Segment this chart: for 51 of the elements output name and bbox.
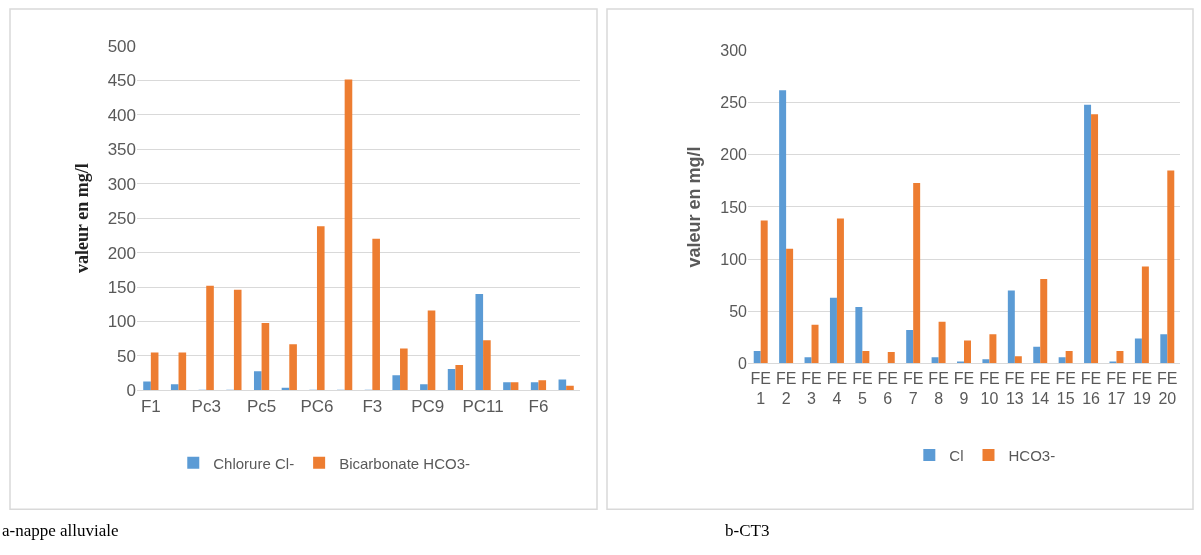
- x-tick-label: F1: [140, 396, 161, 416]
- text: a-nappe alluviale: [2, 521, 119, 540]
- y-tick-label: 100: [107, 312, 136, 332]
- legend-label: Bicarbonate HCO3-: [339, 454, 471, 472]
- x-tick-label: FE 8: [928, 369, 949, 408]
- y-tick-label: 150: [720, 198, 748, 216]
- x-tick-label: FE 19: [1131, 369, 1153, 408]
- y-tick-label: 150: [107, 277, 136, 297]
- x-tick-label: F6: [528, 396, 549, 416]
- x-tick-label: F3: [362, 396, 383, 416]
- x-tick-label: FE 13: [1004, 369, 1026, 408]
- y-tick-label: 350: [107, 140, 136, 160]
- y-tick-label: 0: [738, 355, 748, 373]
- x-tick-label: FE 16: [1080, 369, 1102, 408]
- x-tick-label: FE 10: [979, 369, 1000, 408]
- y-tick-label: 200: [107, 243, 136, 263]
- x-tick-label: FE 5: [852, 369, 873, 408]
- y-tick-label: 50: [117, 346, 136, 366]
- x-tick-label: FE 14: [1030, 369, 1051, 408]
- x-tick-label: FE 4: [826, 369, 848, 408]
- legend-label: HCO3-: [1008, 446, 1056, 464]
- x-tick-label: FE 9: [953, 369, 975, 408]
- y-tick-label: 300: [720, 42, 748, 60]
- y-tick-label: 300: [107, 174, 136, 194]
- x-tick-label: PC6: [300, 396, 334, 416]
- y-axis-title: valeur en mg/l: [684, 146, 705, 268]
- y-tick-label: 200: [720, 146, 748, 164]
- y-tick-label: 450: [107, 71, 136, 91]
- x-tick-label: PC11: [462, 396, 504, 416]
- x-tick-label: FE 17: [1106, 369, 1127, 408]
- y-tick-label: 250: [720, 94, 748, 112]
- x-tick-label: FE 1: [750, 369, 771, 408]
- y-tick-label: 50: [729, 302, 748, 320]
- y-tick-label: 0: [126, 381, 136, 401]
- x-tick-label: FE 20: [1157, 369, 1178, 408]
- x-tick-label: FE 6: [877, 369, 898, 408]
- x-tick-label: FE 2: [775, 369, 797, 408]
- x-tick-label: FE 7: [902, 369, 924, 408]
- x-tick-label: FE 15: [1055, 369, 1076, 408]
- text: b-CT3: [725, 521, 770, 540]
- legend-label: Chlorure Cl-: [213, 454, 295, 472]
- x-tick-label: PC9: [411, 396, 445, 416]
- x-tick-label: FE 3: [801, 369, 822, 408]
- x-tick-label: Pc5: [246, 396, 277, 416]
- y-axis-title: valeur en mg/l: [71, 163, 92, 273]
- y-tick-label: 100: [720, 250, 748, 268]
- y-tick-label: 400: [107, 105, 136, 125]
- y-tick-label: 500: [107, 36, 136, 56]
- y-tick-label: 250: [107, 209, 136, 229]
- x-tick-label: Pc3: [191, 396, 221, 416]
- legend-label: Cl: [949, 446, 964, 464]
